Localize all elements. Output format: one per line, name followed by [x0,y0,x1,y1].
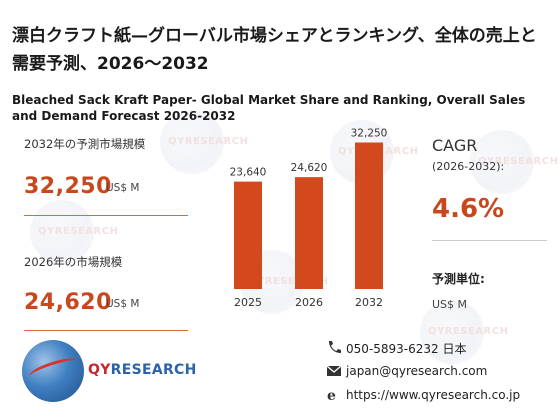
page-title-en: Bleached Sack Kraft Paper- Global Market… [12,93,526,123]
data-label-2025: 23,640 [230,167,267,179]
forecast-2032-value: 32,250 [24,174,112,199]
watermark-logo: QYRESEARCH [470,130,558,194]
phone-icon [329,341,341,353]
contact-web[interactable]: https://www.qyresearch.co.jp [346,388,521,402]
qyresearch-globe-icon [22,340,84,402]
forecast-unit-label: 予測単位: [432,272,485,286]
logo-text-qy: QY [88,362,111,378]
logo-text-research: RESEARCH [110,362,197,378]
watermark-logo: QYRESEARCH [30,200,118,264]
divider [24,330,188,331]
email-icon [326,365,342,376]
cagr-period: (2026-2032): [432,160,505,173]
forecast-2032-label: 2032年の予測市場規模 [24,137,146,151]
cagr-value: 4.6% [432,194,505,224]
bar-2026 [295,177,323,289]
x-tick-label-2032: 2032 [355,296,383,309]
market-2026-label: 2026年の市場規模 [24,255,123,269]
watermark-text: QYRESEARCH [38,226,119,237]
watermark-text: QYRESEARCH [168,136,249,147]
bar-2025 [234,181,262,289]
watermark-logo: QYRESEARCH [160,110,248,174]
qyresearch-logo-text: QYRESEARCH [88,362,197,378]
x-tick-label-2026: 2026 [295,296,323,309]
data-label-2032: 32,250 [351,127,388,139]
market-2026-value: 24,620 [24,290,112,315]
watermark-logo: QYRESEARCH [420,300,508,364]
web-icon: e [327,388,336,402]
x-tick-label-2025: 2025 [234,296,262,309]
market-2026-unit: US$ M [106,298,140,310]
contact-phone: 050-5893-6232 日本 [346,342,467,356]
watermark-text: QYRESEARCH [428,326,509,337]
cagr-label: CAGR [432,136,478,155]
watermark-text: QYRESEARCH [248,276,329,287]
bar-2032 [355,142,383,289]
contact-email[interactable]: japan@qyresearch.com [346,364,488,378]
watermark-text: QYRESEARCH [478,156,559,167]
page-title-jp: 漂白クラフト紙—グローバル市場シェアとランキング、全体の売上と需要予測、2026… [12,26,537,74]
divider [432,240,547,241]
data-label-2026: 24,620 [291,162,328,174]
divider [24,215,188,216]
forecast-unit-value: US$ M [432,298,468,311]
svg-text:e: e [327,388,336,402]
forecast-2032-unit: US$ M [106,182,140,194]
